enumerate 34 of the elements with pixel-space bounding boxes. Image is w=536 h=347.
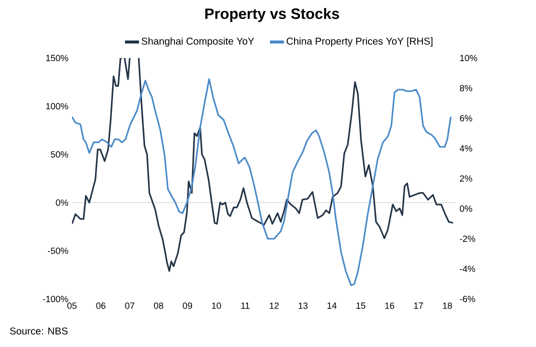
x-tick-label: 11 <box>241 302 250 309</box>
y-tick-label: -50% <box>48 248 68 254</box>
y-tick-label: -100% <box>42 296 68 302</box>
x-tick-label: 13 <box>298 302 308 309</box>
x-tick-label: 18 <box>443 302 452 309</box>
y2-tick-label: -2% <box>460 236 476 242</box>
chart-title: Property vs Stocks <box>205 8 340 22</box>
x-tick-label: 12 <box>270 302 279 309</box>
y2-tick-label: 10% <box>460 54 478 62</box>
line-series <box>72 78 452 286</box>
x-tick-label: 15 <box>356 302 366 309</box>
y2-tick-label: 0% <box>460 205 472 212</box>
y2-tick-label: -6% <box>460 296 476 302</box>
y2-tick-label: 8% <box>460 84 472 92</box>
x-tick-label: 10 <box>212 302 222 309</box>
x-tick-label: 16 <box>385 302 394 309</box>
y-tick-label: 150% <box>46 54 68 62</box>
y-tick-label: 0% <box>56 199 68 206</box>
x-tick-label: 09 <box>182 302 192 309</box>
x-tick-label: 06 <box>96 302 106 309</box>
x-tick-label: 14 <box>328 302 337 309</box>
y2-tick-label: 2% <box>460 175 472 182</box>
source-note: Source: NBS <box>10 327 68 335</box>
y2-tick-label: 6% <box>460 115 472 122</box>
legend-label: China Property Prices YoY [RHS] <box>286 37 432 47</box>
y-tick-label: 50% <box>50 151 68 158</box>
legend-label: Shanghai Composite YoY <box>142 37 254 47</box>
x-tick-label: 07 <box>125 302 134 309</box>
x-tick-label: 08 <box>154 302 164 309</box>
y2-tick-label: 4% <box>460 145 472 152</box>
x-tick-label: 05 <box>67 302 77 309</box>
y2-tick-label: -4% <box>460 266 476 272</box>
x-tick-label: 17 <box>414 302 423 309</box>
y-tick-label: 100% <box>46 103 68 110</box>
